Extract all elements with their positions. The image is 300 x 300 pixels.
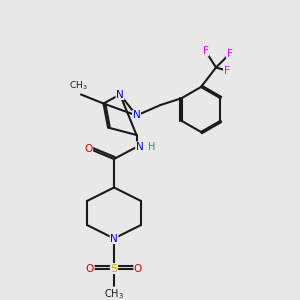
Text: N: N	[133, 110, 140, 121]
Text: H: H	[148, 142, 155, 152]
Text: N: N	[110, 233, 118, 244]
Text: F: F	[202, 46, 208, 56]
Text: F: F	[226, 49, 232, 59]
Text: S: S	[110, 263, 118, 274]
Text: N: N	[116, 89, 124, 100]
Text: N: N	[136, 142, 143, 152]
Text: CH$_3$: CH$_3$	[69, 79, 87, 92]
Text: O: O	[84, 143, 93, 154]
Text: CH$_3$: CH$_3$	[104, 287, 124, 300]
Text: O: O	[86, 263, 94, 274]
Text: F: F	[224, 65, 230, 76]
Text: O: O	[134, 263, 142, 274]
